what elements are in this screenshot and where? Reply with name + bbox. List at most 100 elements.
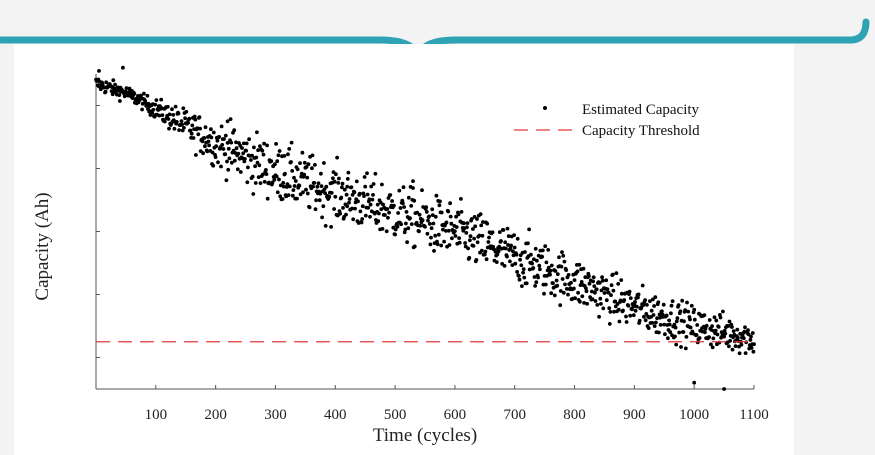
data-point — [702, 313, 707, 317]
data-point — [278, 194, 283, 199]
x-tick-label: 400 — [324, 407, 347, 423]
data-point — [688, 325, 693, 330]
data-point — [417, 212, 422, 217]
data-point — [449, 221, 454, 226]
data-point — [454, 225, 459, 229]
data-point — [262, 179, 267, 184]
data-point — [235, 167, 240, 172]
data-point — [438, 199, 442, 204]
data-point — [651, 313, 656, 317]
data-point — [468, 234, 473, 239]
scatter-points — [94, 65, 756, 391]
data-point — [441, 227, 445, 232]
data-point — [610, 272, 615, 277]
data-point — [193, 117, 198, 122]
data-point — [401, 185, 406, 190]
data-point — [367, 197, 372, 202]
data-point — [333, 194, 338, 199]
data-point — [650, 321, 655, 325]
data-point — [201, 151, 206, 156]
data-point — [543, 282, 548, 287]
data-point — [357, 191, 362, 196]
data-point — [645, 303, 649, 307]
data-point — [307, 205, 312, 210]
data-point — [275, 190, 280, 195]
data-point — [306, 162, 311, 167]
data-point — [103, 89, 108, 94]
data-point — [479, 223, 484, 228]
data-point — [532, 275, 537, 279]
data-point — [402, 205, 406, 209]
data-point — [474, 258, 479, 262]
data-point — [710, 345, 715, 350]
data-point — [437, 203, 442, 208]
data-point — [229, 140, 234, 145]
data-point — [187, 116, 192, 121]
data-point — [689, 303, 694, 308]
data-point — [683, 308, 688, 313]
x-tick-labels: 100 200 300 400 500 600 700 800 900 1000 1100 — [145, 407, 769, 423]
data-point — [365, 192, 370, 197]
data-point — [291, 188, 296, 193]
data-point — [246, 165, 250, 170]
data-point — [250, 174, 255, 179]
data-point — [554, 278, 559, 283]
y-axis-title: Capacity (Ah) — [32, 192, 53, 300]
data-point — [484, 257, 489, 262]
data-point — [523, 250, 527, 254]
data-point — [286, 193, 291, 198]
data-point — [726, 324, 731, 328]
data-point — [289, 140, 294, 145]
data-point — [669, 303, 674, 308]
data-point — [595, 303, 600, 307]
data-point — [514, 252, 519, 257]
data-point — [478, 212, 483, 217]
data-point — [553, 269, 558, 273]
data-point — [304, 165, 309, 169]
data-point — [710, 324, 714, 328]
data-point — [676, 303, 681, 307]
data-point — [424, 205, 429, 210]
data-point — [604, 278, 609, 283]
data-point — [653, 295, 658, 300]
data-point — [475, 240, 480, 245]
data-point — [180, 122, 185, 127]
data-point — [597, 281, 602, 285]
data-point — [354, 179, 359, 184]
data-point — [298, 161, 302, 165]
data-point — [569, 280, 573, 285]
data-point — [241, 141, 246, 146]
data-point — [619, 278, 624, 282]
data-point — [672, 322, 677, 327]
data-point — [390, 199, 394, 203]
data-point — [258, 144, 262, 148]
data-point — [362, 194, 366, 199]
data-point — [226, 146, 231, 151]
data-point — [655, 316, 659, 321]
data-point — [580, 294, 585, 299]
capacity-scatter-chart: 100 200 300 400 500 600 700 800 900 1000 1100 Time… — [32, 65, 769, 446]
data-point — [465, 225, 469, 230]
data-point — [648, 299, 652, 303]
data-point — [292, 175, 296, 180]
data-point — [290, 193, 295, 198]
data-point — [117, 93, 122, 97]
data-point — [735, 327, 740, 332]
data-point — [227, 156, 232, 161]
data-point — [153, 102, 158, 107]
data-point — [622, 298, 627, 302]
data-point — [590, 297, 595, 302]
data-point — [573, 296, 577, 301]
data-point — [609, 293, 613, 297]
data-point — [457, 240, 462, 245]
data-point — [255, 130, 259, 135]
data-point — [145, 93, 150, 98]
data-point — [359, 220, 364, 225]
data-point — [151, 107, 156, 112]
data-point — [376, 219, 381, 224]
data-point — [636, 295, 640, 300]
data-point — [232, 158, 237, 163]
data-point — [339, 195, 344, 200]
data-point — [331, 176, 335, 181]
data-point — [261, 172, 265, 177]
